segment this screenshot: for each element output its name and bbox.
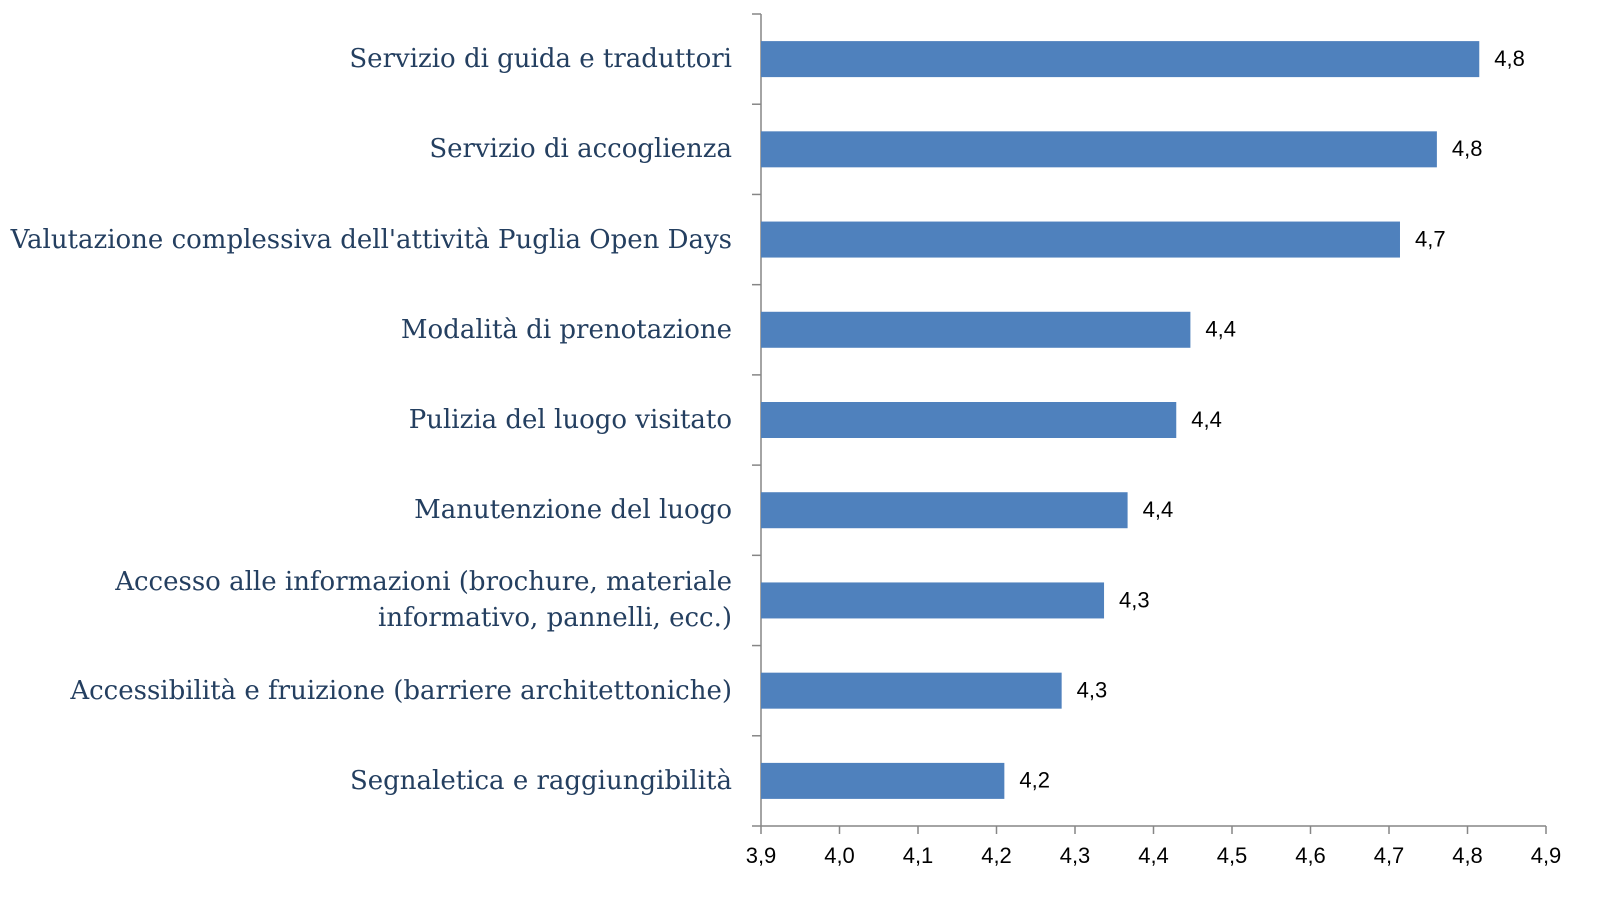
x-tick-label: 3,9 <box>746 843 777 868</box>
x-tick-label: 4,3 <box>1060 843 1091 868</box>
x-tick-label: 4,9 <box>1531 843 1562 868</box>
category-label: Accessibilità e fruizione (barriere arch… <box>70 675 732 706</box>
data-label: 4,8 <box>1452 136 1483 161</box>
x-tick-label: 4,1 <box>903 843 934 868</box>
data-label: 4,3 <box>1077 677 1108 702</box>
category-label: Valutazione complessiva dell'attività Pu… <box>10 224 732 255</box>
category-label: Servizio di guida e traduttori <box>349 44 732 75</box>
bar <box>761 311 1191 348</box>
category-label: Pulizia del luogo visitato <box>408 405 732 435</box>
category-label: Accesso alle informazioni (brochure, mat… <box>115 567 732 634</box>
data-label: 4,3 <box>1119 587 1150 612</box>
bar <box>761 492 1128 529</box>
data-label: 4,4 <box>1191 407 1222 432</box>
data-label: 4,8 <box>1494 46 1525 71</box>
x-tick-label: 4,6 <box>1295 843 1326 868</box>
x-tick-label: 4,4 <box>1138 843 1169 868</box>
x-tick-label: 4,0 <box>824 843 855 868</box>
category-label: Servizio di accoglienza <box>429 134 732 165</box>
x-tick-label: 4,7 <box>1374 843 1405 868</box>
bar <box>761 582 1105 619</box>
bar <box>761 402 1177 438</box>
bar <box>761 672 1062 709</box>
data-label: 4,4 <box>1143 497 1174 522</box>
category-label: Manutenzione del luogo <box>414 495 732 526</box>
bar <box>761 221 1400 258</box>
data-label: 4,7 <box>1415 226 1446 251</box>
bar <box>761 131 1437 168</box>
bar <box>761 41 1480 78</box>
x-tick-label: 4,8 <box>1452 843 1483 868</box>
category-label: Segnaletica e raggiungibilità <box>349 765 732 796</box>
data-label: 4,2 <box>1019 768 1050 793</box>
data-label: 4,4 <box>1205 317 1236 342</box>
category-label: Modalità di prenotazione <box>400 314 732 345</box>
bar <box>761 762 1005 799</box>
x-tick-label: 4,2 <box>981 843 1012 868</box>
x-tick-label: 4,5 <box>1217 843 1248 868</box>
